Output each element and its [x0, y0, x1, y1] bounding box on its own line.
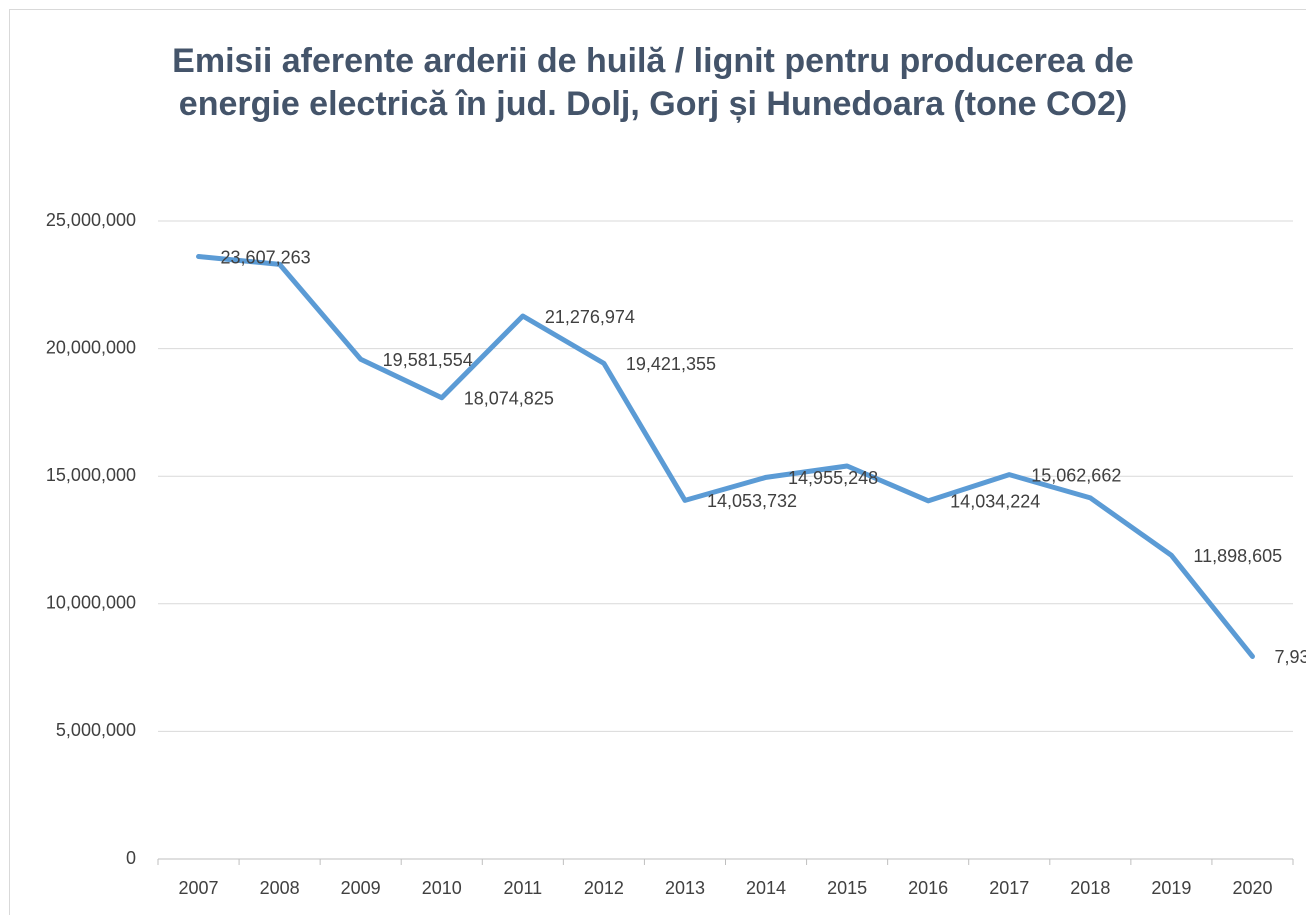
y-tick-label: 15,000,000: [46, 465, 136, 485]
y-tick-label: 20,000,000: [46, 337, 136, 357]
data-line: [196, 254, 1255, 659]
x-tick-label: 2008: [260, 878, 300, 898]
data-label: 18,074,825: [464, 388, 554, 408]
x-tick-label: 2015: [827, 878, 867, 898]
data-label: 14,955,248: [788, 468, 878, 488]
x-tick-label: 2013: [665, 878, 705, 898]
data-label: 11,898,605: [1193, 546, 1282, 566]
x-tick-label: 2018: [1070, 878, 1110, 898]
x-tick-label: 2019: [1151, 878, 1191, 898]
x-tick-label: 2012: [584, 878, 624, 898]
data-label: 19,581,554: [383, 350, 473, 370]
data-label: 23,607,263: [221, 247, 311, 267]
y-tick-label: 5,000,000: [56, 720, 136, 740]
x-tick-label: 2020: [1232, 878, 1272, 898]
x-tick-label: 2017: [989, 878, 1029, 898]
y-tick-label: 25,000,000: [46, 210, 136, 230]
data-label: 15,062,662: [1031, 465, 1121, 485]
chart-title: Emisii aferente arderii de huilă / ligni…: [172, 42, 1134, 123]
y-tick-label: 0: [126, 848, 136, 868]
data-label: 14,053,732: [707, 491, 797, 511]
data-label: 21,276,974: [545, 307, 635, 327]
chart-border: [9, 9, 1306, 915]
x-tick-label: 2010: [422, 878, 462, 898]
data-label: 14,034,224: [950, 492, 1040, 512]
data-label: 19,421,355: [626, 354, 716, 374]
x-tick-label: 2016: [908, 878, 948, 898]
data-label: 7,935,161: [1274, 647, 1306, 667]
x-tick-label: 2011: [503, 878, 542, 898]
x-tick-label: 2014: [746, 878, 786, 898]
x-tick-label: 2009: [341, 878, 381, 898]
y-tick-label: 10,000,000: [46, 593, 136, 613]
x-tick-label: 2007: [179, 878, 219, 898]
